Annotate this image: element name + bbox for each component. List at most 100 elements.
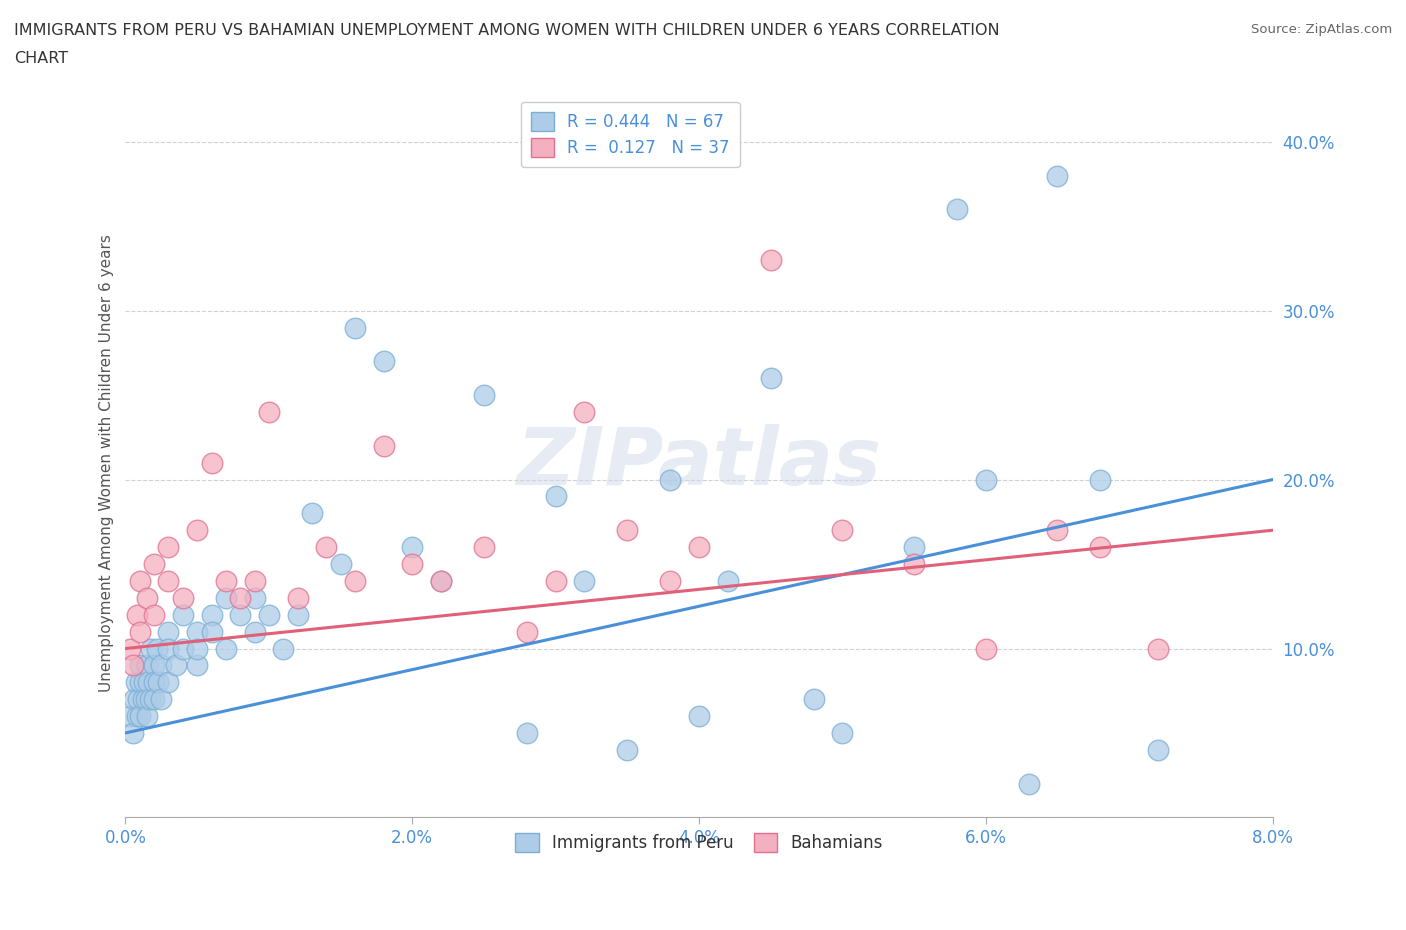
Point — [122, 692, 145, 707]
Point — [186, 624, 208, 639]
Point — [143, 675, 166, 690]
Legend: Immigrants from Peru, Bahamians: Immigrants from Peru, Bahamians — [509, 826, 890, 858]
Point — [1090, 472, 1112, 487]
Point — [125, 709, 148, 724]
Point — [243, 624, 266, 639]
Point — [157, 539, 180, 554]
Point — [121, 658, 143, 672]
Point — [132, 675, 155, 690]
Point — [903, 557, 925, 572]
Point — [143, 692, 166, 707]
Point — [688, 539, 710, 554]
Point — [128, 709, 150, 724]
Point — [243, 591, 266, 605]
Point — [150, 692, 173, 707]
Point — [430, 574, 453, 589]
Point — [688, 709, 710, 724]
Point — [401, 539, 423, 554]
Point — [136, 658, 159, 672]
Point — [343, 574, 366, 589]
Point — [128, 675, 150, 690]
Point — [157, 641, 180, 656]
Point — [257, 405, 280, 419]
Point — [717, 574, 740, 589]
Point — [1146, 641, 1168, 656]
Point — [128, 624, 150, 639]
Point — [401, 557, 423, 572]
Text: ZIPatlas: ZIPatlas — [516, 424, 882, 501]
Point — [803, 692, 825, 707]
Point — [229, 607, 252, 622]
Point — [472, 388, 495, 403]
Point — [136, 591, 159, 605]
Point — [172, 607, 194, 622]
Point — [215, 641, 238, 656]
Point — [143, 607, 166, 622]
Point — [229, 591, 252, 605]
Point — [215, 574, 238, 589]
Text: IMMIGRANTS FROM PERU VS BAHAMIAN UNEMPLOYMENT AMONG WOMEN WITH CHILDREN UNDER 6 : IMMIGRANTS FROM PERU VS BAHAMIAN UNEMPLO… — [14, 23, 1000, 38]
Point — [329, 557, 352, 572]
Point — [574, 574, 596, 589]
Point — [343, 320, 366, 335]
Point — [186, 523, 208, 538]
Point — [301, 506, 323, 521]
Text: Source: ZipAtlas.com: Source: ZipAtlas.com — [1251, 23, 1392, 36]
Point — [200, 607, 222, 622]
Point — [759, 253, 782, 268]
Point — [903, 539, 925, 554]
Point — [243, 574, 266, 589]
Point — [172, 641, 194, 656]
Point — [1146, 742, 1168, 757]
Point — [148, 675, 170, 690]
Point — [138, 675, 160, 690]
Y-axis label: Unemployment Among Women with Children Under 6 years: Unemployment Among Women with Children U… — [100, 233, 114, 692]
Point — [1046, 523, 1069, 538]
Point — [128, 658, 150, 672]
Point — [472, 539, 495, 554]
Point — [125, 607, 148, 622]
Point — [574, 405, 596, 419]
Point — [165, 658, 187, 672]
Point — [974, 641, 997, 656]
Point — [373, 354, 395, 369]
Point — [143, 557, 166, 572]
Point — [974, 472, 997, 487]
Point — [271, 641, 294, 656]
Point — [157, 624, 180, 639]
Point — [616, 742, 638, 757]
Point — [200, 624, 222, 639]
Point — [186, 658, 208, 672]
Point — [136, 709, 159, 724]
Point — [287, 591, 309, 605]
Point — [659, 472, 682, 487]
Point — [118, 641, 141, 656]
Point — [215, 591, 238, 605]
Point — [200, 456, 222, 471]
Point — [143, 658, 166, 672]
Point — [118, 709, 141, 724]
Point — [616, 523, 638, 538]
Point — [1046, 168, 1069, 183]
Text: CHART: CHART — [14, 51, 67, 66]
Point — [150, 658, 173, 672]
Point — [157, 574, 180, 589]
Point — [516, 624, 538, 639]
Point — [141, 641, 163, 656]
Point — [172, 591, 194, 605]
Point — [131, 692, 153, 707]
Point — [373, 438, 395, 453]
Point — [146, 641, 169, 656]
Point — [831, 523, 853, 538]
Point — [430, 574, 453, 589]
Point — [1018, 777, 1040, 791]
Point — [157, 675, 180, 690]
Point — [1090, 539, 1112, 554]
Point — [544, 489, 567, 504]
Point — [124, 675, 146, 690]
Point — [257, 607, 280, 622]
Point — [759, 371, 782, 386]
Point — [516, 725, 538, 740]
Point — [121, 725, 143, 740]
Point — [127, 692, 149, 707]
